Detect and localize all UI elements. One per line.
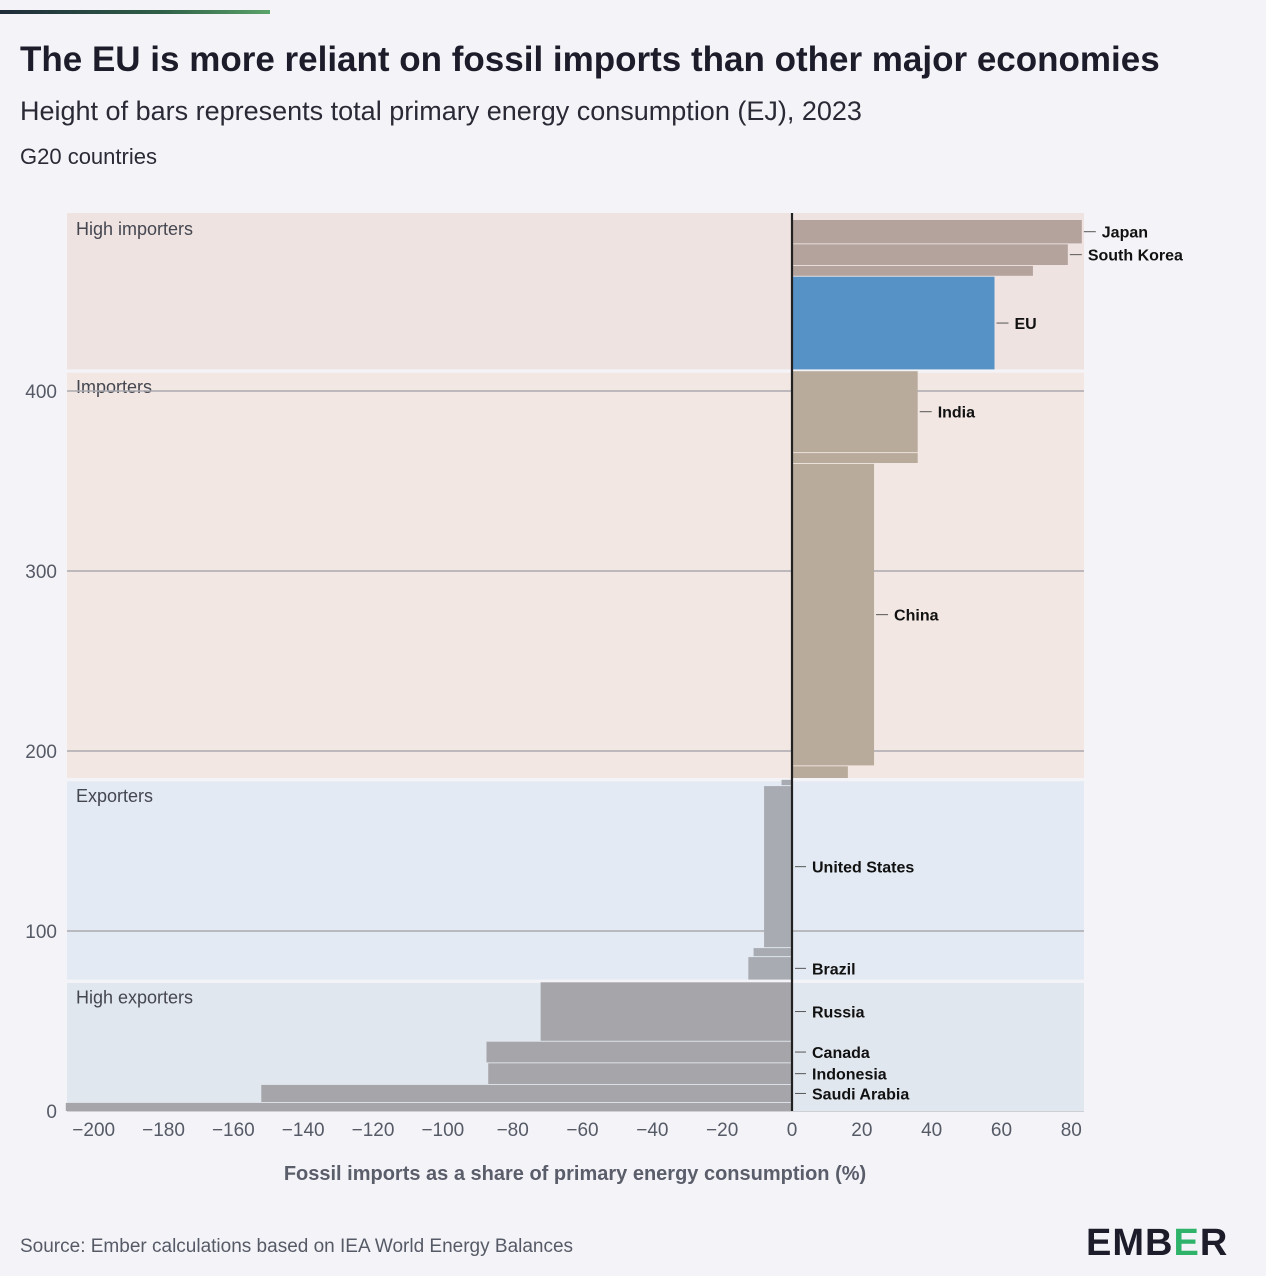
band-label-high-importers: High importers bbox=[76, 219, 193, 239]
label-china: China bbox=[894, 608, 939, 625]
label-south-korea: South Korea bbox=[1088, 248, 1183, 265]
band-separator bbox=[67, 979, 1086, 983]
chart-title: The EU is more reliant on fossil imports… bbox=[20, 40, 1160, 79]
band-label-exporters: Exporters bbox=[76, 786, 153, 806]
band-label-importers: Importers bbox=[76, 377, 152, 397]
label-india: India bbox=[938, 405, 975, 422]
bar-canada bbox=[486, 1041, 792, 1063]
y-tick-label: 300 bbox=[25, 562, 57, 583]
logo-text-prefix: EMB bbox=[1086, 1222, 1174, 1264]
label-indonesia: Indonesia bbox=[812, 1067, 887, 1084]
label-brazil: Brazil bbox=[812, 961, 856, 978]
bar-indonesia bbox=[488, 1063, 792, 1084]
bar-south-korea bbox=[792, 244, 1068, 265]
label-japan: Japan bbox=[1102, 225, 1148, 242]
x-tick-label: 20 bbox=[851, 1120, 872, 1141]
bar-saudi-arabia bbox=[261, 1084, 792, 1102]
bar-united-states bbox=[764, 786, 792, 948]
x-tick-label: 80 bbox=[1061, 1120, 1082, 1141]
x-axis-title: Fossil imports as a share of primary ene… bbox=[284, 1163, 866, 1185]
logo-text-suffix: R bbox=[1199, 1222, 1229, 1264]
source-note: Source: Ember calculations based on IEA … bbox=[20, 1236, 574, 1257]
bar-japan bbox=[792, 220, 1082, 244]
x-tick-label: 0 bbox=[787, 1120, 798, 1141]
band-exporters bbox=[67, 779, 1084, 980]
x-tick-label: −60 bbox=[566, 1120, 598, 1141]
y-tick-label: 400 bbox=[25, 382, 57, 403]
chart: High exporters Exporters Importers High imp… bbox=[25, 213, 1183, 1185]
bar-unlabeled bbox=[781, 779, 792, 786]
label-russia: Russia bbox=[812, 1005, 865, 1022]
y-tick-label: 0 bbox=[46, 1102, 57, 1123]
x-tick-label: 60 bbox=[991, 1120, 1012, 1141]
x-tick-label: −140 bbox=[282, 1120, 325, 1141]
x-tick-label: −200 bbox=[72, 1120, 115, 1141]
label-canada: Canada bbox=[812, 1045, 870, 1062]
label-saudi-arabia: Saudi Arabia bbox=[812, 1086, 909, 1103]
bar-india bbox=[792, 371, 918, 453]
bar-unlabeled bbox=[792, 453, 918, 463]
label-eu: EU bbox=[1015, 316, 1037, 333]
y-tick-label: 100 bbox=[25, 922, 57, 943]
bar-china bbox=[792, 463, 875, 766]
label-united-states: United States bbox=[812, 860, 914, 877]
chart-subtitle-scope: G20 countries bbox=[20, 144, 157, 169]
x-tick-label: −120 bbox=[352, 1120, 395, 1141]
x-tick-label: −160 bbox=[212, 1120, 255, 1141]
bar-unlabeled bbox=[792, 265, 1033, 276]
bar-brazil bbox=[748, 957, 792, 980]
ember-logo: EMBER bbox=[1086, 1222, 1228, 1265]
bar-unlabeled bbox=[792, 766, 848, 778]
x-tick-label: −80 bbox=[497, 1120, 529, 1141]
band-importers bbox=[67, 371, 1084, 778]
y-tick-label: 200 bbox=[25, 742, 57, 763]
logo-text-mid: E bbox=[1173, 1222, 1200, 1264]
band-separator bbox=[67, 778, 1086, 782]
x-tick-label: 40 bbox=[921, 1120, 942, 1141]
band-separator bbox=[67, 369, 1086, 373]
bar-unlabeled bbox=[753, 948, 792, 957]
x-tick-label: −40 bbox=[636, 1120, 668, 1141]
bar-unlabeled bbox=[65, 1102, 792, 1111]
band-label-high-exporters: High exporters bbox=[76, 987, 193, 1007]
chart-subtitle: Height of bars represents total primary … bbox=[20, 96, 862, 126]
x-tick-label: −100 bbox=[421, 1120, 464, 1141]
accent-bar bbox=[0, 10, 270, 14]
x-tick-label: −20 bbox=[706, 1120, 738, 1141]
bar-russia bbox=[540, 982, 792, 1041]
bar-eu bbox=[792, 276, 995, 370]
x-tick-label: −180 bbox=[142, 1120, 185, 1141]
